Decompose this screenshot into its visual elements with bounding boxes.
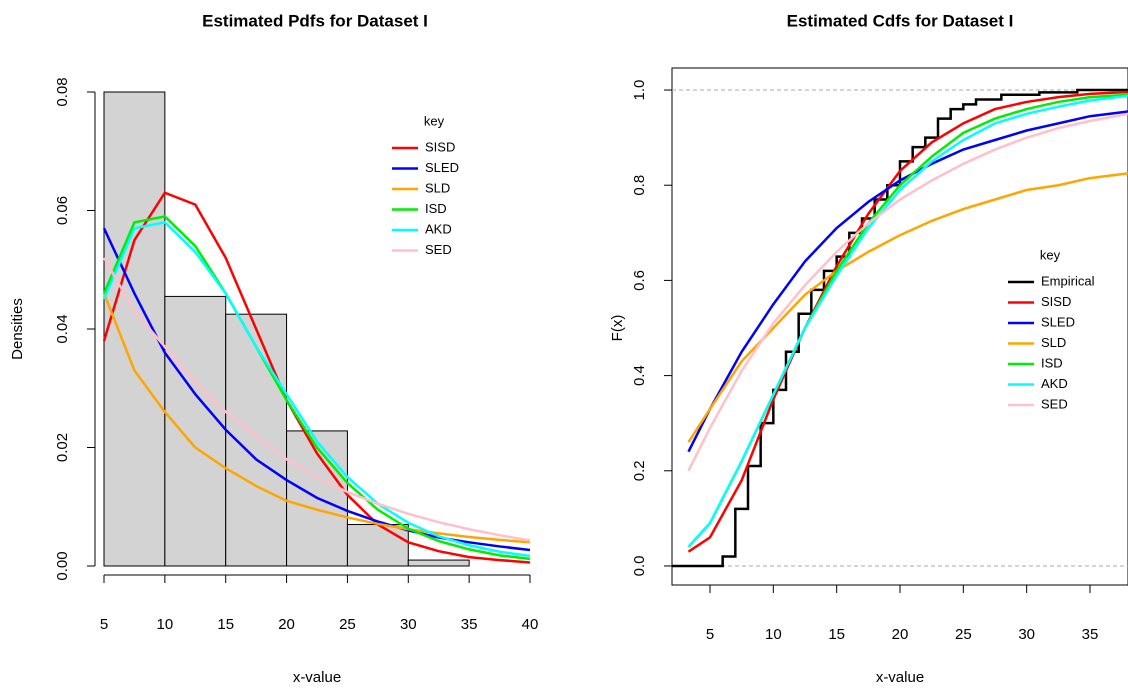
- x-tick-label: 10: [157, 616, 174, 633]
- x-tick-label: 35: [461, 616, 478, 633]
- legend-title: key: [1040, 247, 1061, 262]
- legend-label: SISD: [425, 139, 455, 154]
- histogram-bar: [346, 524, 409, 567]
- series-line: [102, 227, 531, 552]
- series-line: [102, 191, 531, 564]
- y-tick-label: 0.2: [631, 460, 648, 481]
- x-axis-label: x-value: [293, 669, 341, 686]
- legend-title: key: [424, 113, 445, 128]
- y-tick-label: 0.4: [631, 365, 648, 386]
- series-line: [102, 220, 531, 558]
- series-line: [687, 172, 1128, 443]
- x-tick-label: 35: [1082, 626, 1099, 643]
- x-tick-label: 25: [955, 626, 972, 643]
- x-tick-label: 15: [217, 616, 234, 633]
- chart-title: Estimated Cdfs for Dataset I: [787, 11, 1014, 30]
- histogram-bar: [164, 295, 227, 567]
- y-tick-label: 0.08: [54, 77, 71, 106]
- x-axis-label: x-value: [876, 669, 924, 686]
- series-line: [687, 94, 1128, 548]
- series-line: [687, 112, 1128, 472]
- legend-label: ISD: [425, 201, 447, 216]
- y-tick-label: 0.6: [631, 270, 648, 291]
- series-line: [687, 110, 1128, 453]
- x-tick-label: 40: [522, 616, 539, 633]
- x-tick-label: 5: [706, 626, 714, 643]
- y-tick-label: 0.8: [631, 175, 648, 196]
- y-tick-label: 0.04: [54, 314, 71, 343]
- legend-label: Empirical: [1041, 273, 1095, 288]
- series-line: [102, 257, 531, 542]
- y-tick-label: 0.00: [54, 551, 71, 580]
- series-line: [102, 215, 531, 561]
- legend-label: SED: [425, 242, 452, 257]
- y-tick-label: 1.0: [631, 80, 648, 101]
- x-tick-label: 20: [278, 616, 295, 633]
- x-tick-label: 5: [100, 616, 108, 633]
- series-line: [672, 88, 1128, 568]
- y-axis-label: Densities: [9, 298, 26, 360]
- x-tick-label: 25: [339, 616, 356, 633]
- legend-label: SLD: [425, 180, 450, 195]
- histogram-bar: [407, 559, 470, 567]
- y-tick-label: 0.06: [54, 196, 71, 225]
- x-tick-label: 30: [1018, 626, 1035, 643]
- legend-label: ISD: [1041, 355, 1063, 370]
- x-tick-label: 30: [400, 616, 417, 633]
- chart-title: Estimated Pdfs for Dataset I: [202, 11, 428, 30]
- x-tick-label: 15: [828, 626, 845, 643]
- legend-label: AKD: [1041, 376, 1068, 391]
- y-axis-label: F(x): [609, 315, 626, 342]
- legend-label: SLED: [425, 160, 459, 175]
- x-tick-label: 20: [892, 626, 909, 643]
- x-tick-label: 10: [765, 626, 782, 643]
- legend-label: AKD: [425, 221, 452, 236]
- legend-label: SLD: [1041, 335, 1066, 350]
- y-tick-label: 0.0: [631, 556, 648, 577]
- series-line: [687, 90, 1128, 553]
- series-line: [102, 292, 531, 544]
- y-tick-label: 0.02: [54, 433, 71, 462]
- legend-label: SISD: [1041, 294, 1071, 309]
- legend-label: SLED: [1041, 314, 1075, 329]
- legend-label: SED: [1041, 396, 1068, 411]
- histogram-bar: [103, 91, 166, 567]
